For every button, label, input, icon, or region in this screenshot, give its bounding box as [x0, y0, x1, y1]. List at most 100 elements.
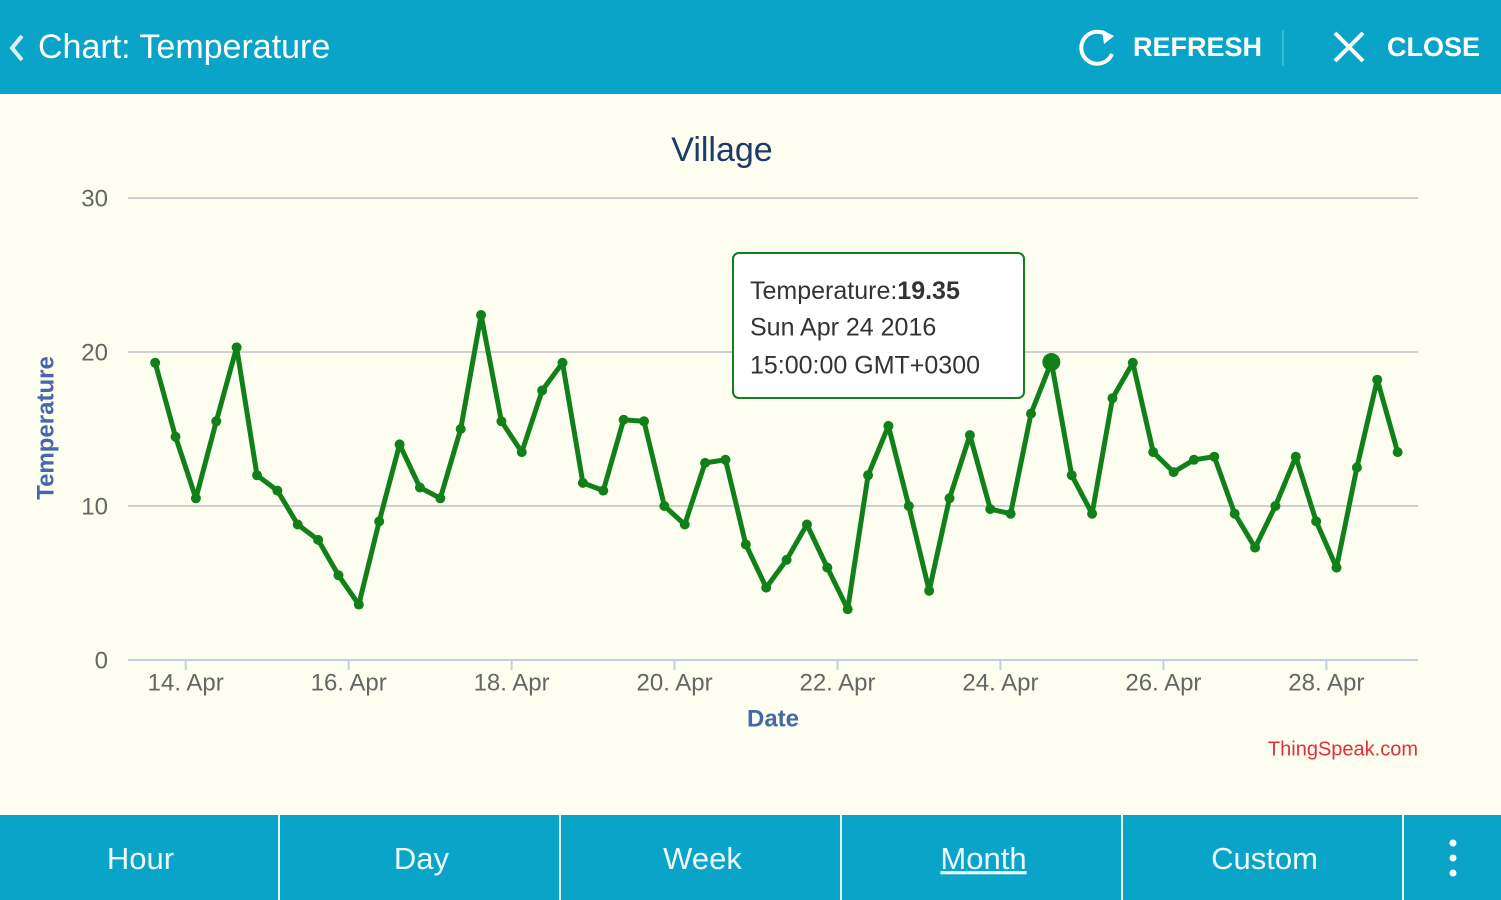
x-tick-label: 18. Apr: [474, 669, 550, 696]
data-point[interactable]: [1188, 454, 1199, 465]
credit[interactable]: ThingSpeak.com: [1268, 738, 1418, 760]
x-tick-label: 22. Apr: [799, 669, 875, 696]
close-icon[interactable]: [1333, 31, 1365, 63]
data-point[interactable]: [231, 342, 242, 353]
data-point[interactable]: [272, 485, 283, 496]
data-point[interactable]: [1148, 447, 1159, 458]
data-point[interactable]: [516, 447, 527, 458]
data-point[interactable]: [537, 385, 548, 396]
tooltip-date: Sun Apr 24 2016: [750, 314, 936, 342]
menu-dot[interactable]: [1449, 869, 1457, 877]
tooltip-line: Temperature:19.35: [750, 277, 960, 305]
data-point[interactable]: [333, 570, 344, 581]
data-point[interactable]: [863, 470, 874, 481]
data-point[interactable]: [1005, 508, 1016, 519]
tab-bar: Hour Day Week Month Custom: [0, 815, 1501, 900]
x-tick-label: 16. Apr: [311, 669, 387, 696]
data-point[interactable]: [1351, 462, 1362, 473]
data-point[interactable]: [496, 416, 507, 427]
data-point[interactable]: [1127, 357, 1138, 368]
tab[interactable]: Day: [394, 841, 450, 876]
data-point[interactable]: [557, 357, 568, 368]
data-point[interactable]: [1270, 501, 1281, 511]
data-point[interactable]: [801, 519, 812, 530]
back-icon[interactable]: [9, 34, 24, 62]
data-point[interactable]: [639, 416, 649, 427]
data-point[interactable]: [944, 493, 955, 504]
data-point[interactable]: [985, 504, 996, 515]
tooltip: Temperature:19.35 Sun Apr 24 2016 15:00:00…: [732, 252, 1025, 399]
tab[interactable]: Hour: [107, 841, 174, 876]
tab-bar-bg: [0, 815, 1501, 900]
data-point[interactable]: [1087, 508, 1098, 519]
data-point[interactable]: [374, 516, 385, 527]
data-point[interactable]: [190, 493, 201, 504]
y-tick-label: 30: [81, 185, 108, 212]
data-point[interactable]: [1290, 451, 1301, 462]
tab[interactable]: Custom: [1211, 841, 1318, 876]
data-point[interactable]: [150, 357, 161, 368]
app-title[interactable]: Chart: Temperature: [38, 28, 330, 66]
data-point[interactable]: [1311, 516, 1322, 527]
data-point[interactable]: [170, 431, 181, 442]
data-point[interactable]: [883, 420, 894, 431]
data-point[interactable]: [455, 424, 466, 434]
data-point[interactable]: [1042, 353, 1061, 372]
data-point[interactable]: [353, 599, 364, 610]
x-tick-label: 26. Apr: [1125, 669, 1201, 696]
data-point[interactable]: [618, 414, 629, 425]
data-point[interactable]: [1229, 508, 1240, 519]
data-point[interactable]: [781, 554, 792, 565]
data-point[interactable]: [1066, 470, 1077, 481]
data-point[interactable]: [659, 501, 670, 511]
refresh-arrow: [1102, 30, 1114, 44]
refresh-icon[interactable]: [1079, 29, 1114, 66]
data-point[interactable]: [761, 582, 772, 593]
data-point[interactable]: [903, 501, 914, 511]
y-tick-label: 20: [81, 339, 108, 366]
data-point[interactable]: [822, 562, 833, 573]
app-bar: [0, 0, 1501, 94]
data-point[interactable]: [679, 519, 690, 530]
data-point[interactable]: [740, 539, 751, 550]
data-point[interactable]: [435, 493, 446, 504]
data-point[interactable]: [1372, 374, 1383, 385]
data-point[interactable]: [720, 454, 731, 465]
plot: Village 0 10 20 30 14. Apr 16. Apr 18. Apr 20. A…: [32, 131, 1418, 760]
chart-title: Village: [671, 131, 772, 169]
data-point[interactable]: [414, 482, 425, 493]
data-point[interactable]: [1209, 451, 1220, 462]
x-tick-label: 24. Apr: [962, 669, 1038, 696]
data-point[interactable]: [842, 604, 853, 615]
data-point[interactable]: [252, 470, 262, 481]
tooltip-box: [732, 252, 1025, 399]
data-point[interactable]: [211, 416, 222, 427]
x-tick-label: 28. Apr: [1288, 669, 1364, 696]
menu-dot[interactable]: [1449, 854, 1457, 862]
data-point[interactable]: [700, 457, 711, 468]
data-point[interactable]: [1250, 542, 1261, 553]
y-tick-label: 10: [81, 493, 108, 520]
refresh-button[interactable]: REFRESH: [1133, 32, 1262, 62]
data-point[interactable]: [1331, 562, 1342, 573]
data-point[interactable]: [1026, 408, 1036, 419]
data-point[interactable]: [476, 310, 487, 321]
data-point[interactable]: [1392, 447, 1403, 458]
data-point[interactable]: [394, 439, 405, 450]
data-point[interactable]: [313, 534, 324, 545]
data-point[interactable]: [964, 430, 975, 441]
data-point[interactable]: [292, 519, 303, 530]
tab[interactable]: Week: [663, 841, 742, 876]
data-point[interactable]: [577, 477, 588, 488]
tab[interactable]: Month: [940, 841, 1026, 876]
data-point[interactable]: [1168, 467, 1179, 478]
menu-dot[interactable]: [1449, 839, 1457, 847]
y-axis-label: Temperature: [32, 356, 59, 500]
data-point[interactable]: [1107, 393, 1118, 404]
data-point[interactable]: [924, 585, 935, 596]
tooltip-time: 15:00:00 GMT+0300: [750, 352, 980, 380]
data-point[interactable]: [598, 485, 609, 496]
close-button[interactable]: CLOSE: [1387, 32, 1480, 62]
